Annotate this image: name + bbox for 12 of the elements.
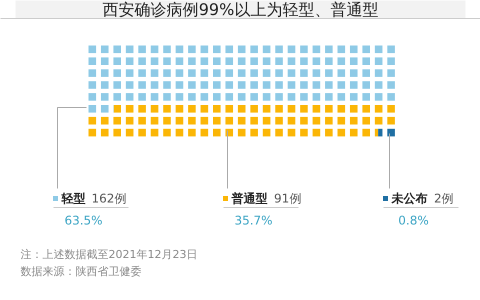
source-note: 数据来源：陕西省卫健委 [20,265,142,278]
data-label: 162例 [92,192,126,206]
category-label: 未公布 [390,192,428,206]
text: 35.7% [234,214,273,228]
text: 63.5% [64,214,103,228]
text: 0.8% [398,214,429,228]
data-label: 91例 [274,192,302,206]
data-label: 2例 [434,192,454,206]
text: 西安确诊病例99%以上为轻型、普通型 [102,0,378,19]
category-label: 轻型 [60,192,86,206]
text: 注：上述数据截至2021年12月23日 [20,248,198,261]
category-label: 普通型 [230,192,268,206]
